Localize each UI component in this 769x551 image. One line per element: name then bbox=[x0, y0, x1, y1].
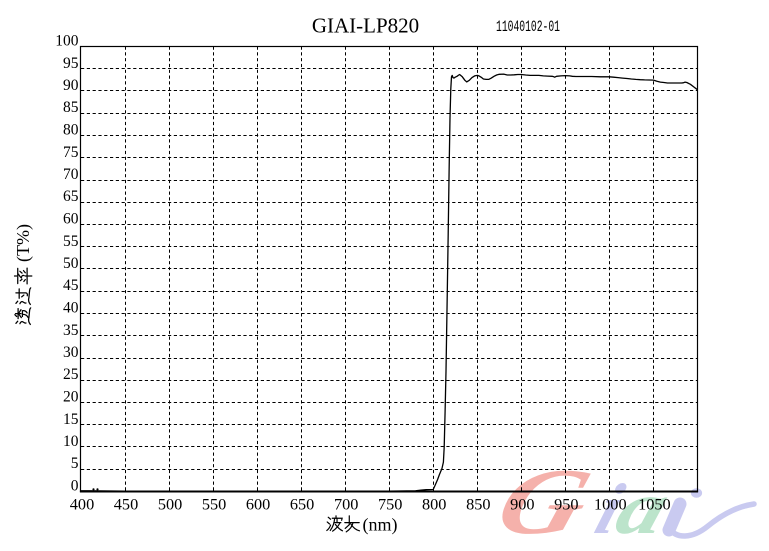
svg-text:500: 500 bbox=[158, 495, 182, 514]
svg-text:950: 950 bbox=[554, 495, 578, 514]
svg-text:G: G bbox=[485, 449, 603, 551]
svg-text:35: 35 bbox=[63, 322, 79, 339]
svg-text:55: 55 bbox=[63, 233, 79, 250]
svg-text:85: 85 bbox=[63, 99, 79, 116]
svg-text:100: 100 bbox=[55, 33, 79, 50]
svg-text:850: 850 bbox=[466, 495, 490, 514]
svg-text:70: 70 bbox=[63, 166, 79, 183]
svg-text:20: 20 bbox=[63, 389, 79, 406]
svg-text:GIAI-LP820: GIAI-LP820 bbox=[312, 14, 419, 38]
svg-text:900: 900 bbox=[510, 495, 534, 514]
svg-text:1050: 1050 bbox=[638, 495, 671, 514]
svg-text:0: 0 bbox=[71, 478, 79, 495]
svg-text:450: 450 bbox=[114, 495, 138, 514]
svg-text:30: 30 bbox=[63, 344, 79, 361]
svg-text:1000: 1000 bbox=[594, 495, 627, 514]
svg-text:650: 650 bbox=[290, 495, 314, 514]
svg-text:800: 800 bbox=[422, 495, 446, 514]
svg-text:5: 5 bbox=[71, 455, 79, 472]
svg-text:600: 600 bbox=[246, 495, 270, 514]
svg-text:(nm): (nm) bbox=[363, 515, 398, 536]
svg-text:50: 50 bbox=[63, 255, 79, 272]
svg-text:10: 10 bbox=[63, 433, 79, 450]
svg-text:80: 80 bbox=[63, 122, 79, 139]
svg-text:700: 700 bbox=[334, 495, 358, 514]
svg-text:550: 550 bbox=[202, 495, 226, 514]
svg-text:750: 750 bbox=[378, 495, 402, 514]
svg-text:65: 65 bbox=[63, 188, 79, 205]
svg-text:25: 25 bbox=[63, 366, 79, 383]
svg-text:45: 45 bbox=[63, 277, 79, 294]
svg-text:400: 400 bbox=[70, 495, 94, 514]
svg-text:15: 15 bbox=[63, 411, 79, 428]
svg-text:11040102-01: 11040102-01 bbox=[496, 18, 560, 36]
svg-text:90: 90 bbox=[63, 77, 79, 94]
svg-text:75: 75 bbox=[63, 144, 79, 161]
svg-text:(T%): (T%) bbox=[13, 224, 34, 262]
svg-text:40: 40 bbox=[63, 300, 79, 317]
svg-text:95: 95 bbox=[63, 55, 79, 72]
svg-text:60: 60 bbox=[63, 211, 79, 228]
